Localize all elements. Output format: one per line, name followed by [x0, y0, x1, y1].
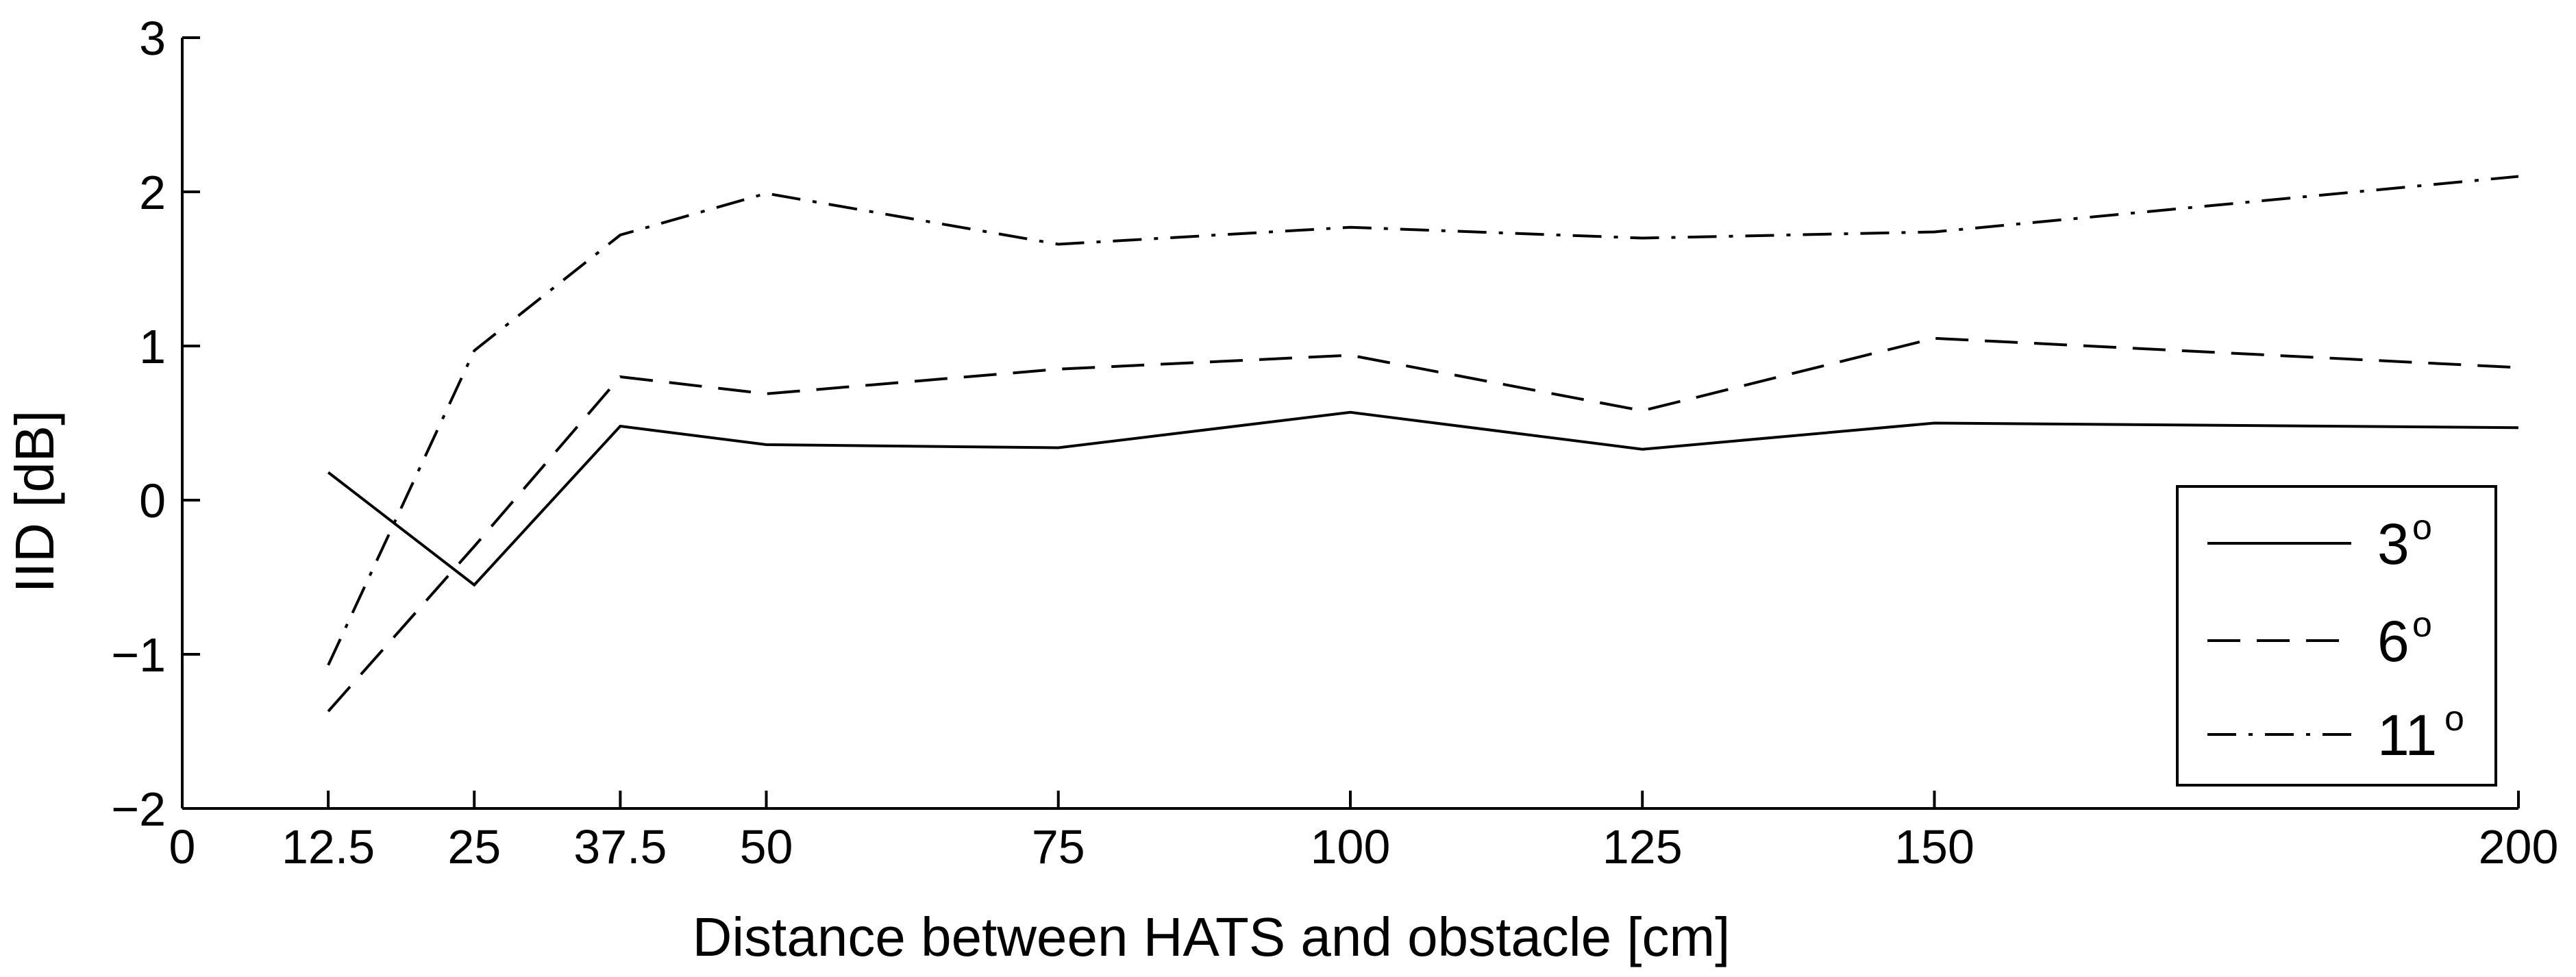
legend-label-6: 6 [2377, 609, 2410, 673]
x-tick-label: 150 [1894, 820, 1974, 874]
series-line-11 [327, 175, 2519, 666]
x-tick-label: 50 [740, 820, 793, 874]
legend: 3 o6 o11 o [2176, 485, 2497, 787]
x-tick-label: 200 [2479, 820, 2559, 874]
x-tick-label: 75 [1032, 820, 1085, 874]
y-axis-title: IID [dB] [4, 410, 65, 593]
x-tick-label: 100 [1311, 820, 1391, 874]
x-tick-label: 125 [1602, 820, 1683, 874]
legend-degree-symbol: o [2412, 508, 2432, 547]
legend-degree-symbol: o [2444, 699, 2464, 739]
x-tick-label: 12.5 [282, 820, 375, 874]
y-tick-label: 3 [139, 12, 166, 65]
axes-layer [181, 38, 2518, 810]
x-axis-title: Distance between HATS and obstacle [cm] [693, 906, 1731, 967]
y-tick-label: −1 [111, 628, 166, 682]
y-tick-label: 1 [139, 320, 166, 373]
x-tick-label: 0 [169, 820, 196, 874]
legend-box [2176, 485, 2497, 787]
x-tick-label: 25 [447, 820, 501, 874]
x-tick-label: 37.5 [573, 820, 667, 874]
y-tick-label: −2 [111, 782, 166, 836]
legend-label-11: 11 [2377, 703, 2437, 767]
y-tick-label: 0 [139, 474, 166, 528]
series-line-3 [327, 410, 2519, 587]
y-tick-label: 2 [139, 166, 166, 219]
ticks-layer: 0 12.5 25 37.5 50 75 100 125 150 200 −2 −1 0 1 2 3 [111, 12, 2558, 874]
legend-label-3: 3 [2377, 512, 2410, 576]
series-layer [327, 175, 2519, 713]
legend-degree-symbol: o [2412, 605, 2432, 645]
